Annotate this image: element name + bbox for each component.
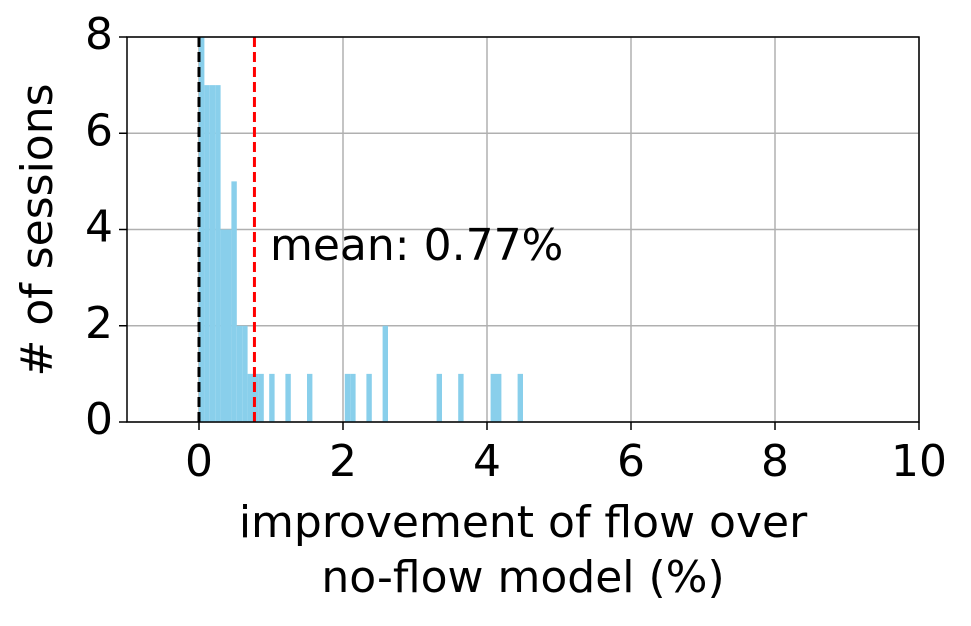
plot-frame	[126, 36, 920, 423]
bar	[199, 37, 205, 422]
x-tick-label: 4	[473, 436, 501, 487]
x-axis-label: no-flow model (%)	[321, 552, 724, 603]
bar	[269, 373, 275, 422]
bar	[247, 373, 253, 422]
bar	[344, 373, 351, 422]
bar	[382, 325, 388, 422]
bar	[436, 373, 442, 422]
bar	[242, 325, 248, 422]
y-tick-label: 2	[85, 298, 113, 349]
bar	[490, 373, 496, 422]
x-tick-label: 10	[891, 436, 947, 487]
x-tick-label: 2	[329, 436, 357, 487]
bar	[258, 373, 264, 422]
bar	[285, 373, 291, 422]
bar	[517, 373, 523, 422]
x-tick-label: 6	[617, 436, 645, 487]
bar	[231, 181, 237, 422]
bar	[209, 85, 216, 422]
x-axis-label: improvement of flow over	[239, 497, 808, 548]
y-tick-label: 4	[85, 202, 113, 253]
bar	[366, 373, 372, 422]
x-tick-label: 0	[185, 436, 213, 487]
bar	[215, 85, 221, 422]
annotation: mean: 0.77%	[270, 220, 563, 271]
x-tick-label: 8	[761, 436, 789, 487]
bar	[307, 373, 313, 422]
bar	[220, 229, 226, 422]
y-tick-label: 0	[85, 394, 113, 445]
bar	[350, 373, 356, 422]
bar	[204, 85, 210, 422]
bar	[226, 229, 232, 422]
bar	[458, 373, 464, 422]
y-tick-label: 6	[85, 105, 113, 156]
y-axis-label: # of sessions	[12, 83, 63, 376]
bar	[496, 373, 502, 422]
bar	[236, 325, 243, 422]
y-tick-label: 8	[85, 9, 113, 60]
